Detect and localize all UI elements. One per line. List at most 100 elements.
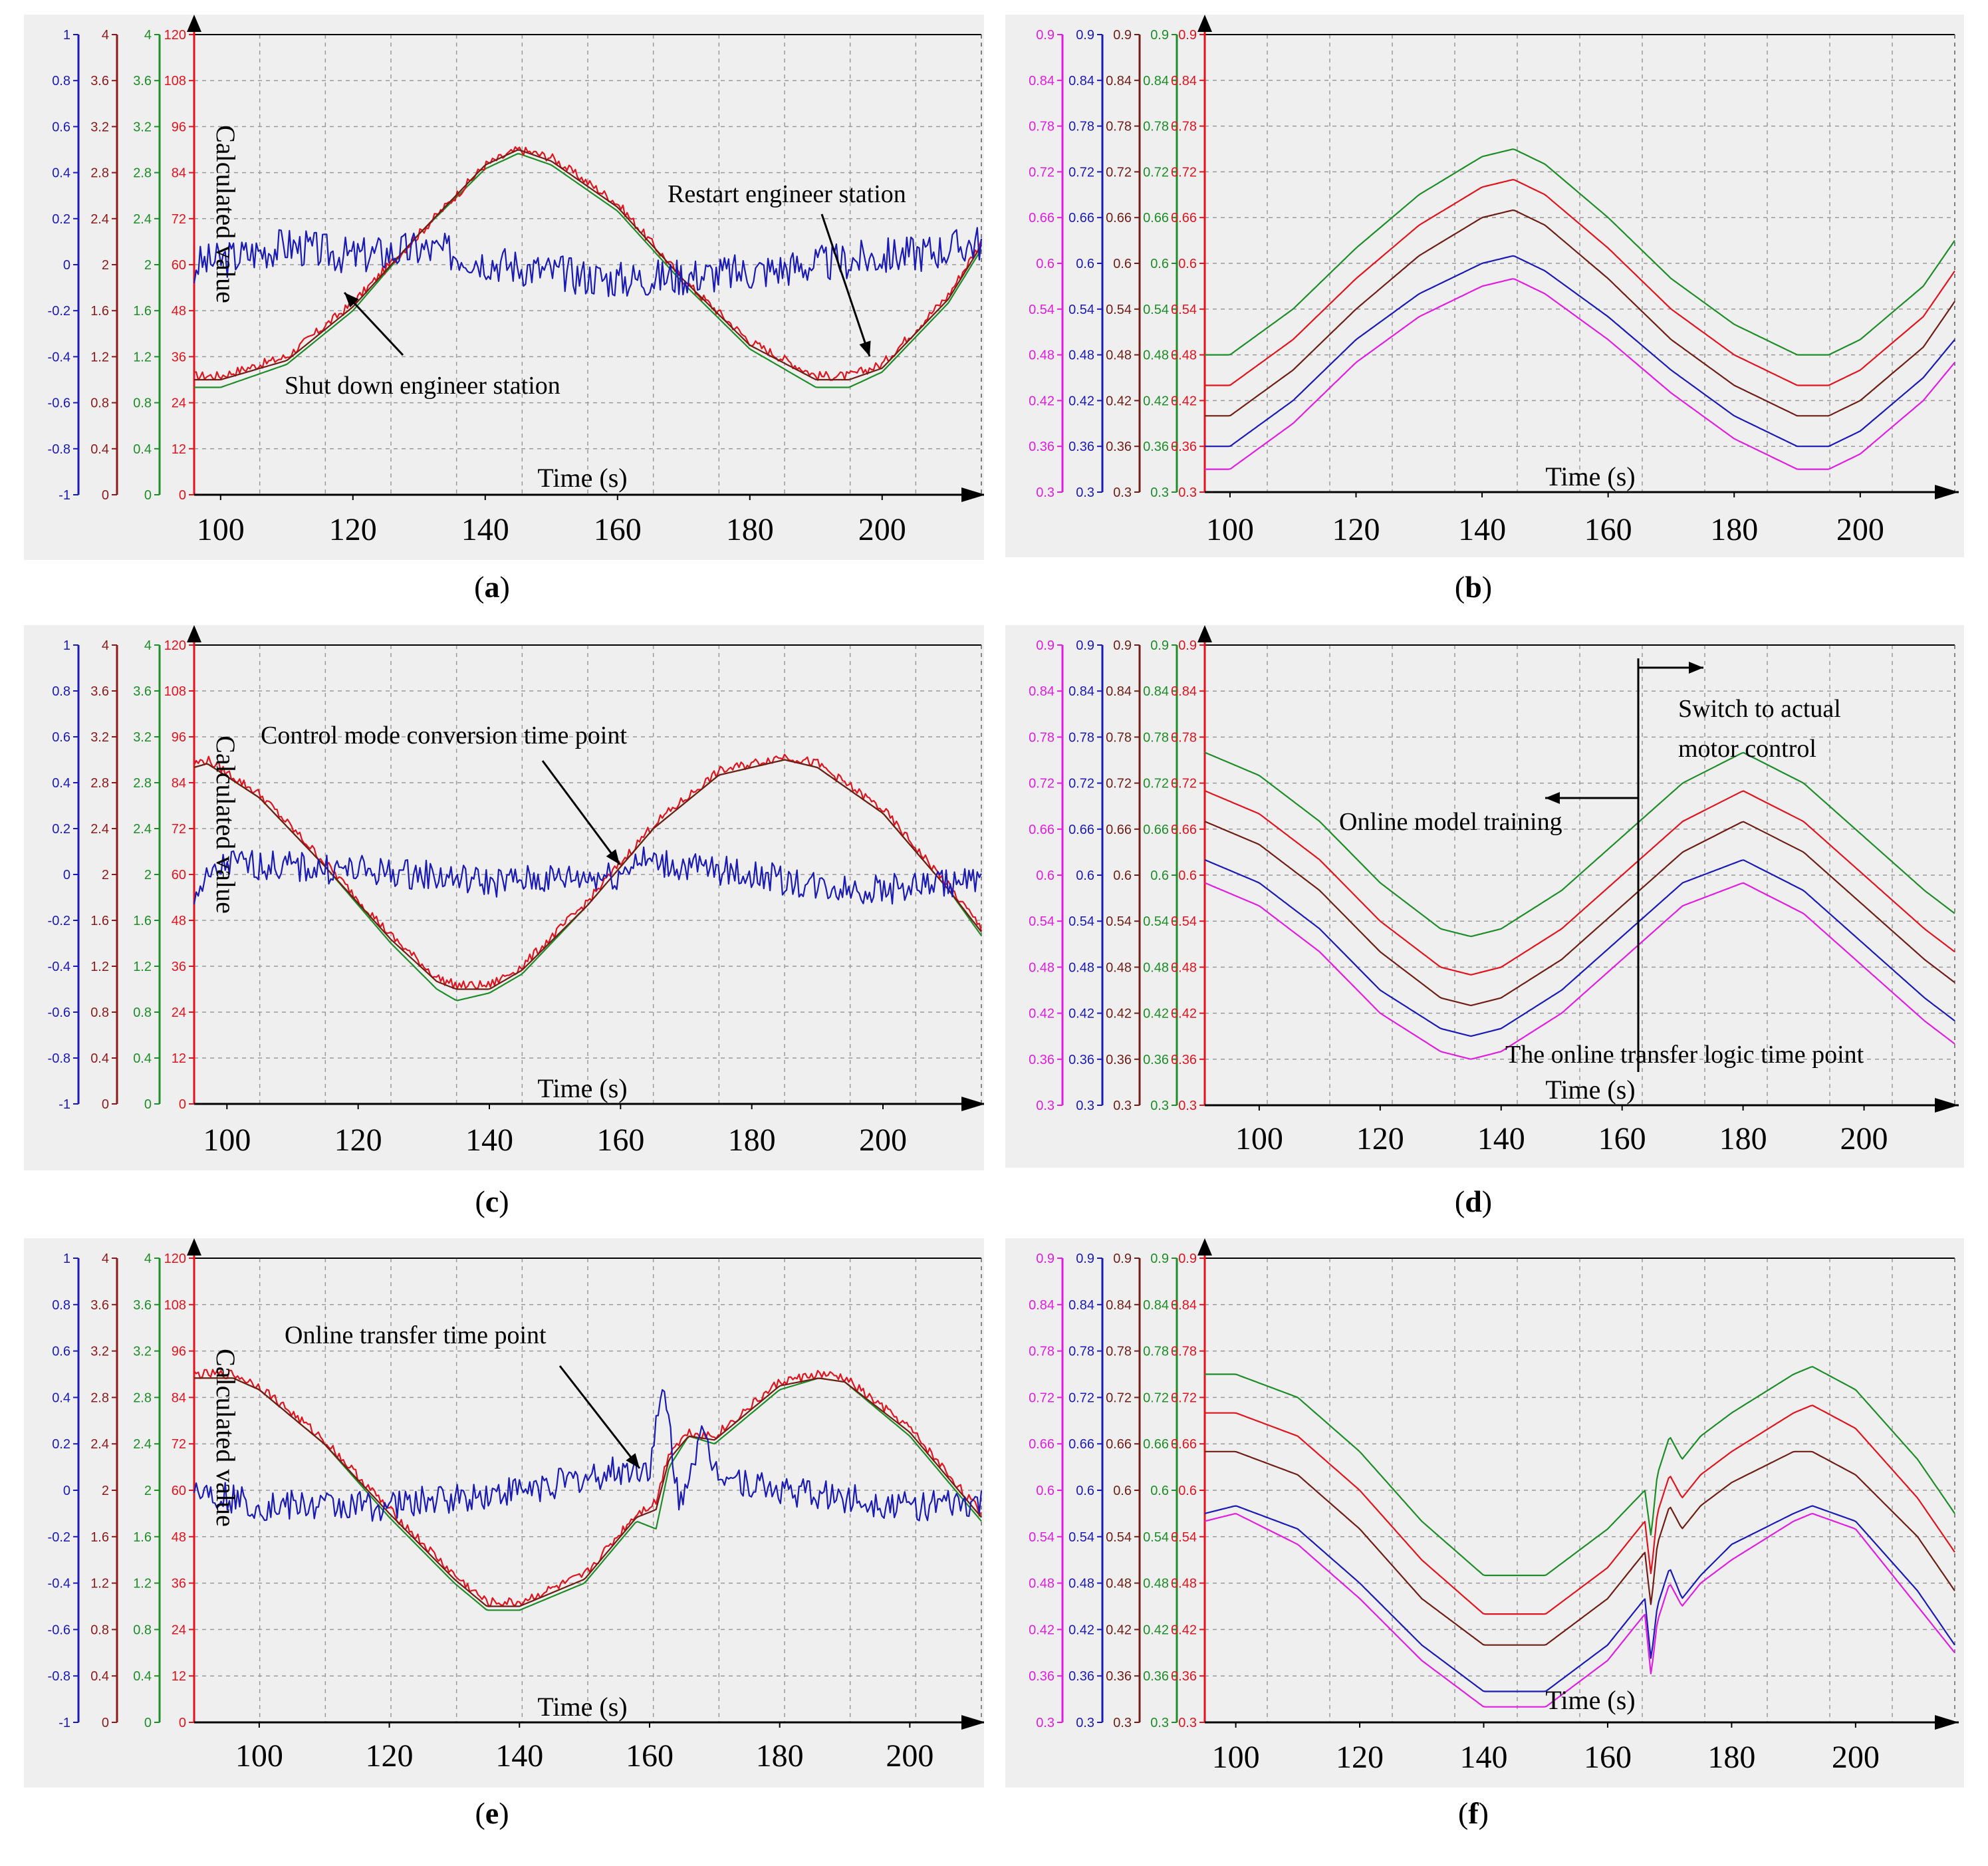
annotation-arrow (820, 213, 871, 357)
y-tick-label: 0.2 (52, 822, 70, 837)
y-tick-label: 0.84 (1171, 74, 1197, 88)
y-tick-label: 0.84 (1171, 684, 1197, 699)
y-tick-label: 96 (172, 120, 186, 134)
y-tick-label: 1.6 (90, 1530, 109, 1545)
chart-svg-a: 1 0.8 0.6 0.4 0.2 0 -0.2 -0.4 -0.6 -0.8 -1 4 3.6 3.2 2… (48, 15, 984, 547)
y-tick-label: 0.4 (52, 166, 70, 181)
annotation-text: Restart engineer station (668, 180, 906, 208)
x-tick-label: 100 (1235, 1121, 1283, 1156)
y-tick-label: 0.42 (1171, 1007, 1197, 1021)
y-tick-label: 3.2 (133, 120, 152, 134)
annotation-arrow-head (1545, 792, 1560, 804)
y-tick-label: 0.72 (1106, 1391, 1132, 1405)
y-tick-label: 0.78 (1068, 120, 1094, 134)
y-tick-label: 0.8 (52, 74, 70, 88)
y-tick-label: -1 (59, 488, 70, 503)
y-tick-label: -0.8 (48, 442, 70, 457)
series-line-magenta (1204, 1513, 1955, 1708)
y-tick-label: 0.6 (1178, 868, 1197, 883)
y-tick-label: 0.72 (1029, 165, 1055, 180)
y-tick-label: 0.36 (1068, 1053, 1094, 1067)
y-tick-label: 0.42 (1068, 394, 1094, 408)
x-tick-label: 180 (756, 1738, 804, 1774)
y-tick-label: 0 (63, 868, 70, 882)
y-tick-label: 0.78 (1068, 1345, 1094, 1359)
chart-svg-f: 0.90.840.780.720.660.60.540.480.420.360.… (1029, 1238, 1959, 1775)
x-tick-label: 200 (1832, 1740, 1880, 1775)
y-tick-label: 0.3 (1178, 1716, 1197, 1730)
x-tick-label: 120 (1336, 1740, 1384, 1775)
y-tick-label: 0.8 (90, 1623, 109, 1637)
grid (194, 1258, 981, 1723)
y-tick-label: -0.6 (48, 1623, 70, 1637)
y-tick-label: 0.72 (1143, 777, 1169, 791)
series-line-brown (194, 149, 982, 381)
series-line-green (1205, 148, 1955, 356)
y-tick-label: 1 (63, 28, 70, 43)
y-tick-label: 0.48 (1106, 1577, 1132, 1591)
y-tick-label: 0.66 (1143, 823, 1169, 837)
y-tick-label: 1.6 (90, 304, 109, 319)
y-tick-label: 2.4 (133, 822, 152, 837)
x-tick-label: 140 (1477, 1121, 1525, 1156)
x-tick-label: 200 (858, 512, 906, 547)
series-line-green (1205, 1366, 1955, 1577)
y-tick-label: 0.3 (1113, 1099, 1132, 1113)
y-tick-label: 2 (102, 868, 109, 882)
annotation-text: Online transfer time point (285, 1321, 547, 1349)
y-tick-label: -0.2 (48, 914, 70, 928)
y-tick-label: 0.54 (1068, 303, 1094, 317)
y-tick-label: 4 (102, 1252, 109, 1266)
y-tick-label: 60 (172, 258, 186, 273)
y-tick-label: 0.78 (1106, 1345, 1132, 1359)
y-tick-label: 0.54 (1029, 1530, 1055, 1545)
y-tick-label: 12 (172, 1669, 186, 1684)
y-tick-label: 0.72 (1106, 165, 1132, 180)
grid (1205, 34, 1955, 493)
y-tick-label: 3.2 (133, 1345, 152, 1359)
y-tick-label: 0.84 (1068, 1298, 1094, 1313)
y-tick-label: 48 (172, 304, 186, 319)
y-tick-label: 0.4 (90, 1051, 109, 1066)
y-tick-label: 0.4 (133, 442, 152, 457)
y-tick-label: 0.78 (1171, 120, 1197, 134)
y-tick-label: 0.4 (133, 1051, 152, 1066)
x-axis-title: Time (s) (1545, 462, 1635, 491)
y-tick-label: 0.48 (1068, 348, 1094, 363)
y-tick-label: 4 (144, 638, 152, 653)
y-tick-label: -0.8 (48, 1051, 70, 1066)
y-tick-label: 0.8 (90, 1005, 109, 1020)
y-tick-label: 1.6 (133, 914, 152, 928)
series-line-brown (1205, 1450, 1955, 1646)
chart-svg-d: 0.90.840.780.720.660.60.540.480.420.360.… (1029, 625, 1959, 1156)
y-tick-label: 120 (164, 638, 186, 653)
y-tick-label: 0.54 (1171, 914, 1197, 929)
y-tick-label: -0.4 (48, 1577, 70, 1591)
chart-svg-e: 1 0.8 0.6 0.4 0.2 0 -0.2 -0.4 -0.6 -0.8 -1 4 3.6 3.2 2… (48, 1238, 984, 1774)
y-tick-label: 0.9 (1113, 1252, 1132, 1266)
y-tick-label: 0.48 (1068, 1577, 1094, 1591)
y-axis-arrow (1197, 15, 1212, 32)
y-tick-label: 0 (144, 488, 152, 503)
y-tick-label: 3.6 (90, 684, 109, 699)
x-tick-label: 200 (1840, 1121, 1888, 1156)
x-tick-label: 200 (1836, 512, 1884, 547)
x-tick-label: 180 (1719, 1121, 1767, 1156)
series-line-brown (1204, 821, 1955, 1007)
y-tick-label: 0.9 (1076, 638, 1094, 653)
y-tick-label: 1 (63, 638, 70, 653)
y-tick-label: 2.4 (90, 822, 109, 837)
y-tick-label: 0.42 (1106, 1623, 1132, 1637)
y-tick-label: 0.54 (1171, 303, 1197, 317)
y-tick-label: 1.6 (133, 1530, 152, 1545)
x-axis-title: Time (s) (537, 463, 627, 493)
x-tick-label: 160 (626, 1738, 674, 1774)
caption-f: (f) (1458, 1796, 1489, 1830)
y-tick-label: 1.2 (90, 1577, 109, 1591)
y-tick-label: 1.2 (133, 350, 152, 364)
y-tick-label: 0.84 (1143, 74, 1169, 88)
y-tick-label: 0.9 (1178, 28, 1197, 43)
y-tick-label: 48 (172, 1530, 186, 1545)
y-tick-label: 4 (102, 638, 109, 653)
y-tick-label: 0.48 (1171, 1577, 1197, 1591)
